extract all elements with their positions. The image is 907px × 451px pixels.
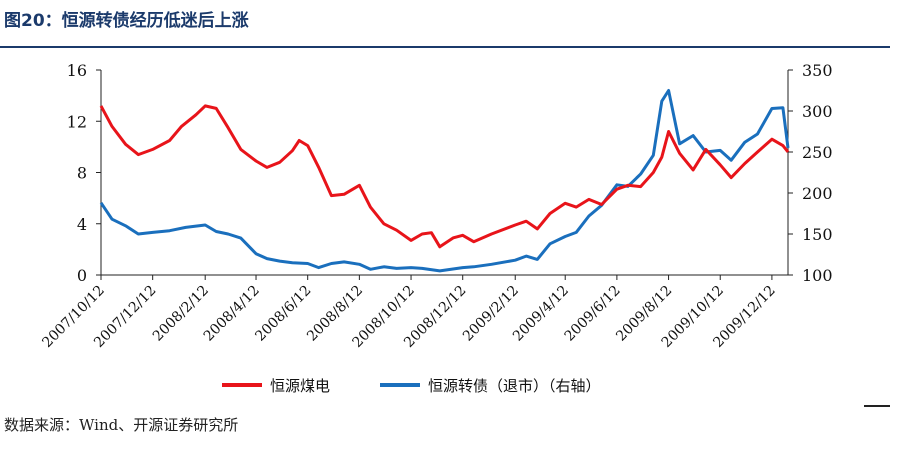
y-right-tick-label: 100 bbox=[802, 266, 833, 285]
figure-title: 图20：恒源转债经历低迷后上涨 bbox=[4, 11, 249, 31]
chart-axes: 0 4 8 12 16 100 150 200 250 300 350 bbox=[67, 61, 833, 285]
y-left-tick-label: 0 bbox=[77, 266, 87, 285]
legend-label-hengyuan-coal: 恒源煤电 bbox=[270, 377, 330, 395]
y-right-tick-label: 350 bbox=[802, 61, 833, 80]
data-source: 数据来源：Wind、开源证券研究所 bbox=[4, 416, 239, 434]
series-lines bbox=[99, 89, 790, 273]
footer-divider bbox=[864, 405, 890, 407]
x-tick-labels: 2007/10/122007/12/122008/2/122008/4/1220… bbox=[39, 275, 779, 351]
y-left-tick-label: 12 bbox=[67, 112, 87, 131]
legend-label-hengyuan-convertible: 恒源转债（退市）（右轴） bbox=[428, 377, 601, 395]
series-line-hengyuan-coal bbox=[99, 104, 790, 249]
y-left-tick-label: 16 bbox=[67, 61, 87, 80]
series-line-hengyuan-convertible bbox=[99, 89, 790, 273]
y-right-tick-label: 150 bbox=[802, 225, 833, 244]
title-divider bbox=[0, 46, 890, 48]
y-right-tick-label: 250 bbox=[802, 143, 833, 162]
y-left-tick-label: 4 bbox=[77, 215, 87, 234]
y-left-tick-label: 8 bbox=[77, 164, 87, 183]
y-right-tick-label: 300 bbox=[802, 102, 833, 121]
y-right-tick-label: 200 bbox=[802, 184, 833, 203]
legend: 恒源煤电 恒源转债（退市）（右轴） bbox=[222, 377, 601, 395]
